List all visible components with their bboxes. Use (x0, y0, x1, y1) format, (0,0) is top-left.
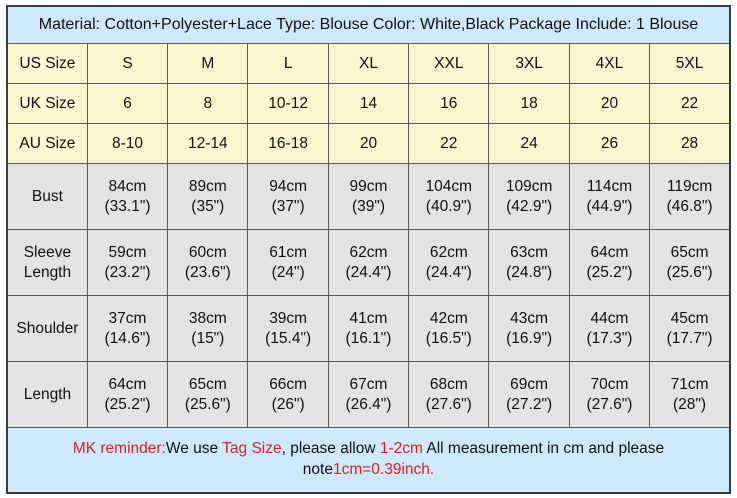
cell-bust-s: 84cm (33.1") (86, 163, 169, 231)
reminder-note-text: MK reminder:We use Tag Size, please allo… (73, 440, 664, 478)
cell-uk-size-3xl: 18 (488, 83, 570, 125)
cell-us-size-l: L (247, 43, 329, 85)
cell-uk-size-l: 10-12 (247, 83, 329, 125)
cell-us-size-5xl: 5XL (649, 43, 731, 85)
cell-us-size-m: M (167, 43, 249, 85)
cell-length-3xl: 69cm (27.2") (488, 361, 570, 429)
cell-shoulder-xxl: 42cm (16.5") (408, 295, 490, 363)
cell-bust-5xl: 119cm (46.8") (649, 163, 731, 231)
row-label-sleeve-length: Sleeve Length (6, 229, 88, 297)
cell-shoulder-5xl: 45cm (17.7") (649, 295, 731, 363)
cell-uk-size-5xl: 22 (649, 83, 731, 125)
cell-au-size-3xl: 24 (488, 123, 570, 165)
product-info-color: Color: White,Black (372, 16, 505, 34)
product-info-package: Package Include: 1 Blouse (508, 16, 699, 34)
cell-shoulder-l: 39cm (15.4") (247, 295, 329, 363)
cell-length-l: 66cm (26") (247, 361, 329, 429)
cell-shoulder-m: 38cm (15") (167, 295, 249, 363)
cell-shoulder-4xl: 44cm (17.3") (568, 295, 651, 363)
product-info-type: Type: Blouse (276, 16, 369, 34)
cell-sleeve-length-l: 61cm (24") (247, 229, 329, 297)
product-info-row: Material: Cotton+Polyester+Lace Type: Bl… (6, 5, 731, 45)
cell-bust-l: 94cm (37") (247, 163, 329, 231)
cell-length-s: 64cm (25.2") (86, 361, 169, 429)
cell-us-size-xxl: XXL (408, 43, 490, 85)
cell-bust-3xl: 109cm (42.9") (488, 163, 570, 231)
cell-sleeve-length-s: 59cm (23.2") (86, 229, 169, 297)
cell-au-size-4xl: 26 (568, 123, 651, 165)
cell-shoulder-3xl: 43cm (16.9") (488, 295, 570, 363)
cell-uk-size-4xl: 20 (568, 83, 651, 125)
note-segment-tag-size: Tag Size (222, 440, 282, 458)
cell-au-size-xxl: 22 (408, 123, 490, 165)
cell-us-size-4xl: 4XL (568, 43, 651, 85)
note-segment-mk-reminder: MK reminder: (72, 440, 166, 458)
cell-length-m: 65cm (25.6") (167, 361, 249, 429)
table-row-sleeve-length: Sleeve Length 59cm (23.2") 60cm (23.6") … (6, 229, 731, 297)
row-label-uk-size: UK Size (6, 83, 88, 125)
note-segment-conversion: 1cm=0.39inch. (332, 461, 435, 479)
cell-sleeve-length-xl: 62cm (24.4") (327, 229, 410, 297)
cell-bust-xl: 99cm (39") (327, 163, 410, 231)
cell-bust-xxl: 104cm (40.9") (408, 163, 490, 231)
cell-au-size-5xl: 28 (649, 123, 731, 165)
cell-uk-size-xl: 14 (327, 83, 410, 125)
cell-uk-size-m: 8 (167, 83, 249, 125)
note-segment-tolerance: 1-2cm (379, 440, 423, 458)
row-label-au-size: AU Size (6, 123, 88, 165)
cell-shoulder-xl: 41cm (16.1") (327, 295, 410, 363)
cell-length-xxl: 68cm (27.6") (408, 361, 490, 429)
cell-sleeve-length-5xl: 65cm (25.6") (649, 229, 731, 297)
cell-length-5xl: 71cm (28") (649, 361, 731, 429)
row-label-bust: Bust (6, 163, 88, 231)
cell-length-xl: 67cm (26.4") (327, 361, 410, 429)
product-info-material: Material: Cotton+Polyester+Lace (38, 16, 272, 34)
note-segment-measurement-info: All measurement in cm and please note (302, 440, 665, 479)
table-row-uk-size: UK Size 6 8 10-12 14 16 18 20 22 (6, 83, 731, 125)
cell-uk-size-xxl: 16 (408, 83, 490, 125)
table-row-us-size: US Size S M L XL XXL 3XL 4XL 5XL (6, 43, 731, 85)
cell-sleeve-length-4xl: 64cm (25.2") (568, 229, 651, 297)
cell-au-size-s: 8-10 (86, 123, 169, 165)
table-row-au-size: AU Size 8-10 12-14 16-18 20 22 24 26 28 (6, 123, 731, 165)
cell-bust-4xl: 114cm (44.9") (568, 163, 651, 231)
note-segment-please-allow: , please allow (281, 440, 380, 458)
row-label-us-size: US Size (6, 43, 88, 85)
cell-au-size-xl: 20 (327, 123, 410, 165)
size-chart-body: Material: Cotton+Polyester+Lace Type: Bl… (6, 5, 731, 494)
cell-sleeve-length-3xl: 63cm (24.8") (488, 229, 570, 297)
cell-length-4xl: 70cm (27.6") (568, 361, 651, 429)
size-chart-table: Material: Cotton+Polyester+Lace Type: Bl… (6, 5, 731, 494)
reminder-note-cell: MK reminder:We use Tag Size, please allo… (6, 427, 731, 494)
table-row-shoulder: Shoulder 37cm (14.6") 38cm (15") 39cm (1… (6, 295, 731, 363)
note-segment-we-use: We use (165, 440, 223, 458)
table-row-bust: Bust 84cm (33.1") 89cm (35") 94cm (37") … (6, 163, 731, 231)
cell-us-size-s: S (86, 43, 169, 85)
row-label-length: Length (6, 361, 88, 429)
cell-bust-m: 89cm (35") (167, 163, 249, 231)
cell-au-size-l: 16-18 (247, 123, 329, 165)
cell-us-size-xl: XL (327, 43, 410, 85)
row-label-shoulder: Shoulder (6, 295, 88, 363)
cell-au-size-m: 12-14 (167, 123, 249, 165)
table-row-length: Length 64cm (25.2") 65cm (25.6") 66cm (2… (6, 361, 731, 429)
cell-shoulder-s: 37cm (14.6") (86, 295, 169, 363)
cell-us-size-3xl: 3XL (488, 43, 570, 85)
cell-sleeve-length-m: 60cm (23.6") (167, 229, 249, 297)
note-row: MK reminder:We use Tag Size, please allo… (6, 427, 731, 494)
product-info-cell: Material: Cotton+Polyester+Lace Type: Bl… (6, 5, 731, 45)
cell-uk-size-s: 6 (86, 83, 169, 125)
cell-sleeve-length-xxl: 62cm (24.4") (408, 229, 490, 297)
